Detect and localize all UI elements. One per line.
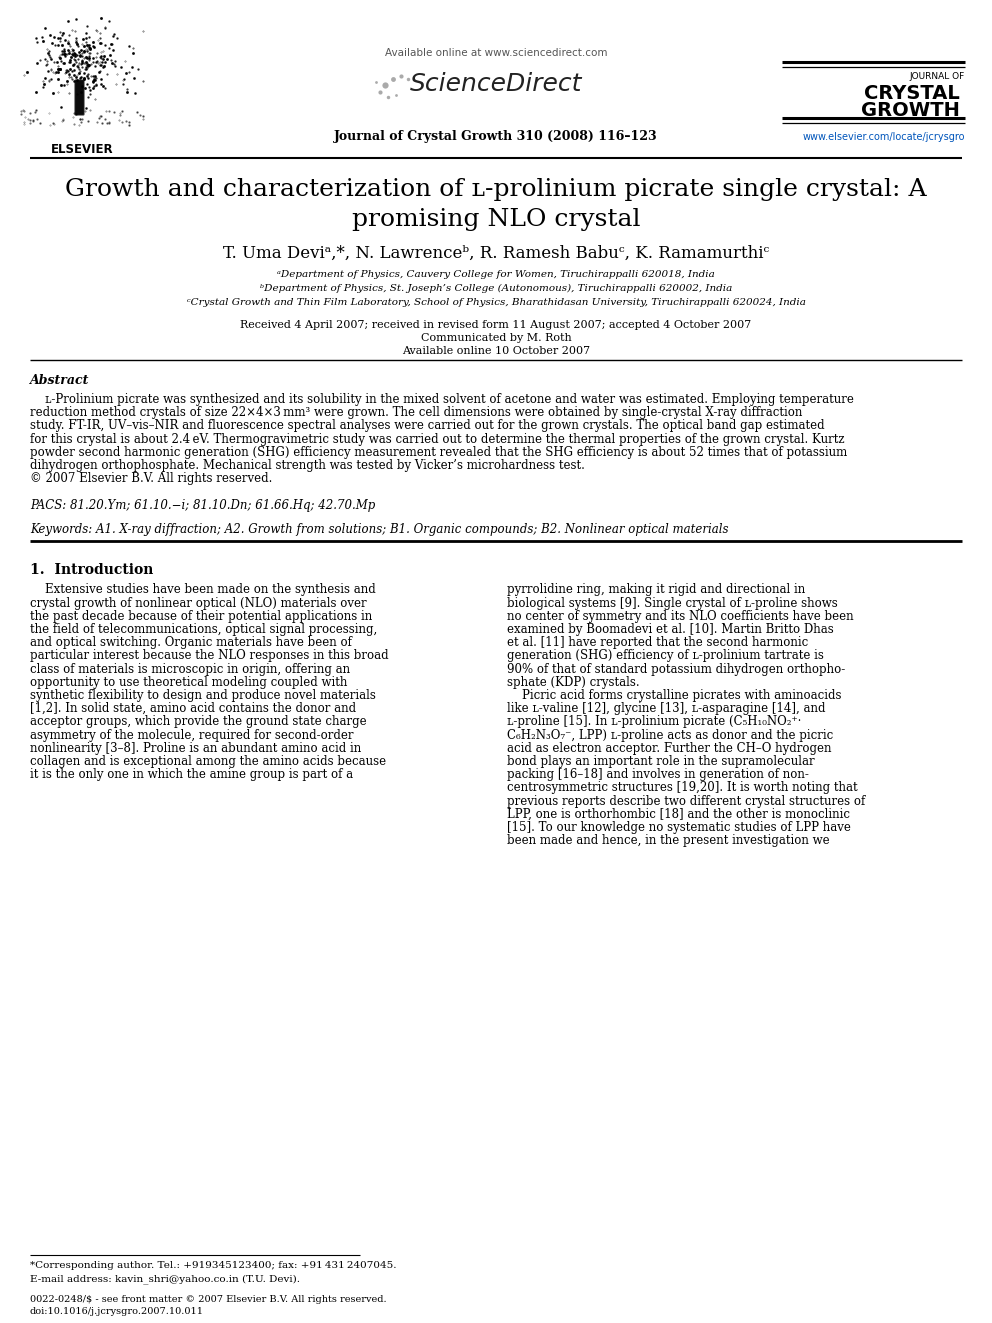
Text: generation (SHG) efficiency of ʟ-prolinium tartrate is: generation (SHG) efficiency of ʟ-prolini… <box>507 650 824 663</box>
Text: doi:10.1016/j.jcrysgro.2007.10.011: doi:10.1016/j.jcrysgro.2007.10.011 <box>30 1307 204 1316</box>
Text: acceptor groups, which provide the ground state charge: acceptor groups, which provide the groun… <box>30 716 367 729</box>
Text: [1,2]. In solid state, amino acid contains the donor and: [1,2]. In solid state, amino acid contai… <box>30 703 356 716</box>
Text: reduction method crystals of size 22×4×3 mm³ were grown. The cell dimensions wer: reduction method crystals of size 22×4×3… <box>30 406 803 419</box>
Text: CRYSTAL: CRYSTAL <box>864 83 960 103</box>
Text: Growth and characterization of ʟ-prolinium picrate single crystal: A: Growth and characterization of ʟ-prolini… <box>65 179 927 201</box>
Text: T. Uma Deviᵃ,*, N. Lawrenceᵇ, R. Ramesh Babuᶜ, K. Ramamurthiᶜ: T. Uma Deviᵃ,*, N. Lawrenceᵇ, R. Ramesh … <box>223 245 769 262</box>
Text: opportunity to use theoretical modeling coupled with: opportunity to use theoretical modeling … <box>30 676 347 689</box>
Text: Received 4 April 2007; received in revised form 11 August 2007; accepted 4 Octob: Received 4 April 2007; received in revis… <box>240 320 752 329</box>
Text: Available online 10 October 2007: Available online 10 October 2007 <box>402 347 590 356</box>
Text: pyrrolidine ring, making it rigid and directional in: pyrrolidine ring, making it rigid and di… <box>507 583 806 597</box>
Text: 90% of that of standard potassium dihydrogen orthopho-: 90% of that of standard potassium dihydr… <box>507 663 845 676</box>
Text: © 2007 Elsevier B.V. All rights reserved.: © 2007 Elsevier B.V. All rights reserved… <box>30 472 273 486</box>
Text: been made and hence, in the present investigation we: been made and hence, in the present inve… <box>507 835 829 847</box>
Text: collagen and is exceptional among the amino acids because: collagen and is exceptional among the am… <box>30 755 386 767</box>
Text: *Corresponding author. Tel.: +919345123400; fax: +91 431 2407045.: *Corresponding author. Tel.: +9193451234… <box>30 1261 397 1270</box>
Text: asymmetry of the molecule, required for second-order: asymmetry of the molecule, required for … <box>30 729 353 742</box>
Text: 0022-0248/$ - see front matter © 2007 Elsevier B.V. All rights reserved.: 0022-0248/$ - see front matter © 2007 El… <box>30 1295 387 1304</box>
Text: www.elsevier.com/locate/jcrysgro: www.elsevier.com/locate/jcrysgro <box>803 132 965 142</box>
Text: E-mail address: kavin_shri@yahoo.co.in (T.U. Devi).: E-mail address: kavin_shri@yahoo.co.in (… <box>30 1274 300 1283</box>
Text: biological systems [9]. Single crystal of ʟ-proline shows: biological systems [9]. Single crystal o… <box>507 597 838 610</box>
Text: for this crystal is about 2.4 eV. Thermogravimetric study was carried out to det: for this crystal is about 2.4 eV. Thermo… <box>30 433 844 446</box>
Text: it is the only one in which the amine group is part of a: it is the only one in which the amine gr… <box>30 769 353 781</box>
Text: sphate (KDP) crystals.: sphate (KDP) crystals. <box>507 676 640 689</box>
Text: Keywords: A1. X-ray diffraction; A2. Growth from solutions; B1. Organic compound: Keywords: A1. X-ray diffraction; A2. Gro… <box>30 524 728 536</box>
Text: synthetic flexibility to design and produce novel materials: synthetic flexibility to design and prod… <box>30 689 376 703</box>
Text: GROWTH: GROWTH <box>861 101 960 120</box>
Text: nonlinearity [3–8]. Proline is an abundant amino acid in: nonlinearity [3–8]. Proline is an abunda… <box>30 742 361 755</box>
Text: Available online at www.sciencedirect.com: Available online at www.sciencedirect.co… <box>385 48 607 58</box>
Text: [15]. To our knowledge no systematic studies of LPP have: [15]. To our knowledge no systematic stu… <box>507 822 851 833</box>
Text: ᶜCrystal Growth and Thin Film Laboratory, School of Physics, Bharathidasan Unive: ᶜCrystal Growth and Thin Film Laboratory… <box>186 298 806 307</box>
Text: ᵃDepartment of Physics, Cauvery College for Women, Tiruchirappalli 620018, India: ᵃDepartment of Physics, Cauvery College … <box>277 270 715 279</box>
Text: et al. [11] have reported that the second harmonic: et al. [11] have reported that the secon… <box>507 636 808 650</box>
Text: ʟ-proline [15]. In ʟ-prolinium picrate (C₅H₁₀NO₂⁺·: ʟ-proline [15]. In ʟ-prolinium picrate (… <box>507 716 802 729</box>
Text: JOURNAL OF: JOURNAL OF <box>910 71 965 81</box>
Text: C₆H₂N₃O₇⁻, LPP) ʟ-proline acts as donor and the picric: C₆H₂N₃O₇⁻, LPP) ʟ-proline acts as donor … <box>507 729 833 742</box>
Text: examined by Boomadevi et al. [10]. Martin Britto Dhas: examined by Boomadevi et al. [10]. Marti… <box>507 623 833 636</box>
Text: acid as electron acceptor. Further the CH–O hydrogen: acid as electron acceptor. Further the C… <box>507 742 831 755</box>
Text: centrosymmetric structures [19,20]. It is worth noting that: centrosymmetric structures [19,20]. It i… <box>507 782 858 794</box>
Text: LPP, one is orthorhombic [18] and the other is monoclinic: LPP, one is orthorhombic [18] and the ot… <box>507 808 850 820</box>
Text: study. FT-IR, UV–vis–NIR and fluorescence spectral analyses were carried out for: study. FT-IR, UV–vis–NIR and fluorescenc… <box>30 419 824 433</box>
Text: ELSEVIER: ELSEVIER <box>51 143 113 156</box>
Text: PACS: 81.20.Ym; 61.10.−i; 81.10.Dn; 61.66.Hq; 42.70.Mp: PACS: 81.20.Ym; 61.10.−i; 81.10.Dn; 61.6… <box>30 499 375 512</box>
Text: ScienceDirect: ScienceDirect <box>410 71 582 97</box>
Text: promising NLO crystal: promising NLO crystal <box>352 208 640 232</box>
Text: ʟ-Prolinium picrate was synthesized and its solubility in the mixed solvent of a: ʟ-Prolinium picrate was synthesized and … <box>30 393 854 406</box>
Text: powder second harmonic generation (SHG) efficiency measurement revealed that the: powder second harmonic generation (SHG) … <box>30 446 847 459</box>
Text: bond plays an important role in the supramolecular: bond plays an important role in the supr… <box>507 755 814 767</box>
Text: Extensive studies have been made on the synthesis and: Extensive studies have been made on the … <box>30 583 376 597</box>
Text: ᵇDepartment of Physics, St. Joseph’s College (Autonomous), Tiruchirappalli 62000: ᵇDepartment of Physics, St. Joseph’s Col… <box>260 284 732 294</box>
Text: no center of symmetry and its NLO coefficients have been: no center of symmetry and its NLO coeffi… <box>507 610 854 623</box>
Text: class of materials is microscopic in origin, offering an: class of materials is microscopic in ori… <box>30 663 350 676</box>
Text: the field of telecommunications, optical signal processing,: the field of telecommunications, optical… <box>30 623 377 636</box>
Text: previous reports describe two different crystal structures of: previous reports describe two different … <box>507 795 865 807</box>
Text: particular interest because the NLO responses in this broad: particular interest because the NLO resp… <box>30 650 389 663</box>
Text: Abstract: Abstract <box>30 374 89 388</box>
Text: the past decade because of their potential applications in: the past decade because of their potenti… <box>30 610 372 623</box>
Text: Picric acid forms crystalline picrates with aminoacids: Picric acid forms crystalline picrates w… <box>507 689 841 703</box>
Text: crystal growth of nonlinear optical (NLO) materials over: crystal growth of nonlinear optical (NLO… <box>30 597 367 610</box>
Text: Journal of Crystal Growth 310 (2008) 116–123: Journal of Crystal Growth 310 (2008) 116… <box>334 130 658 143</box>
Text: like ʟ-valine [12], glycine [13], ʟ-asparagine [14], and: like ʟ-valine [12], glycine [13], ʟ-aspa… <box>507 703 825 716</box>
Text: 1.  Introduction: 1. Introduction <box>30 564 154 577</box>
Text: packing [16–18] and involves in generation of non-: packing [16–18] and involves in generati… <box>507 769 808 781</box>
Text: Communicated by M. Roth: Communicated by M. Roth <box>421 333 571 343</box>
Text: and optical switching. Organic materials have been of: and optical switching. Organic materials… <box>30 636 352 650</box>
Text: dihydrogen orthophosphate. Mechanical strength was tested by Vicker’s microhardn: dihydrogen orthophosphate. Mechanical st… <box>30 459 585 472</box>
